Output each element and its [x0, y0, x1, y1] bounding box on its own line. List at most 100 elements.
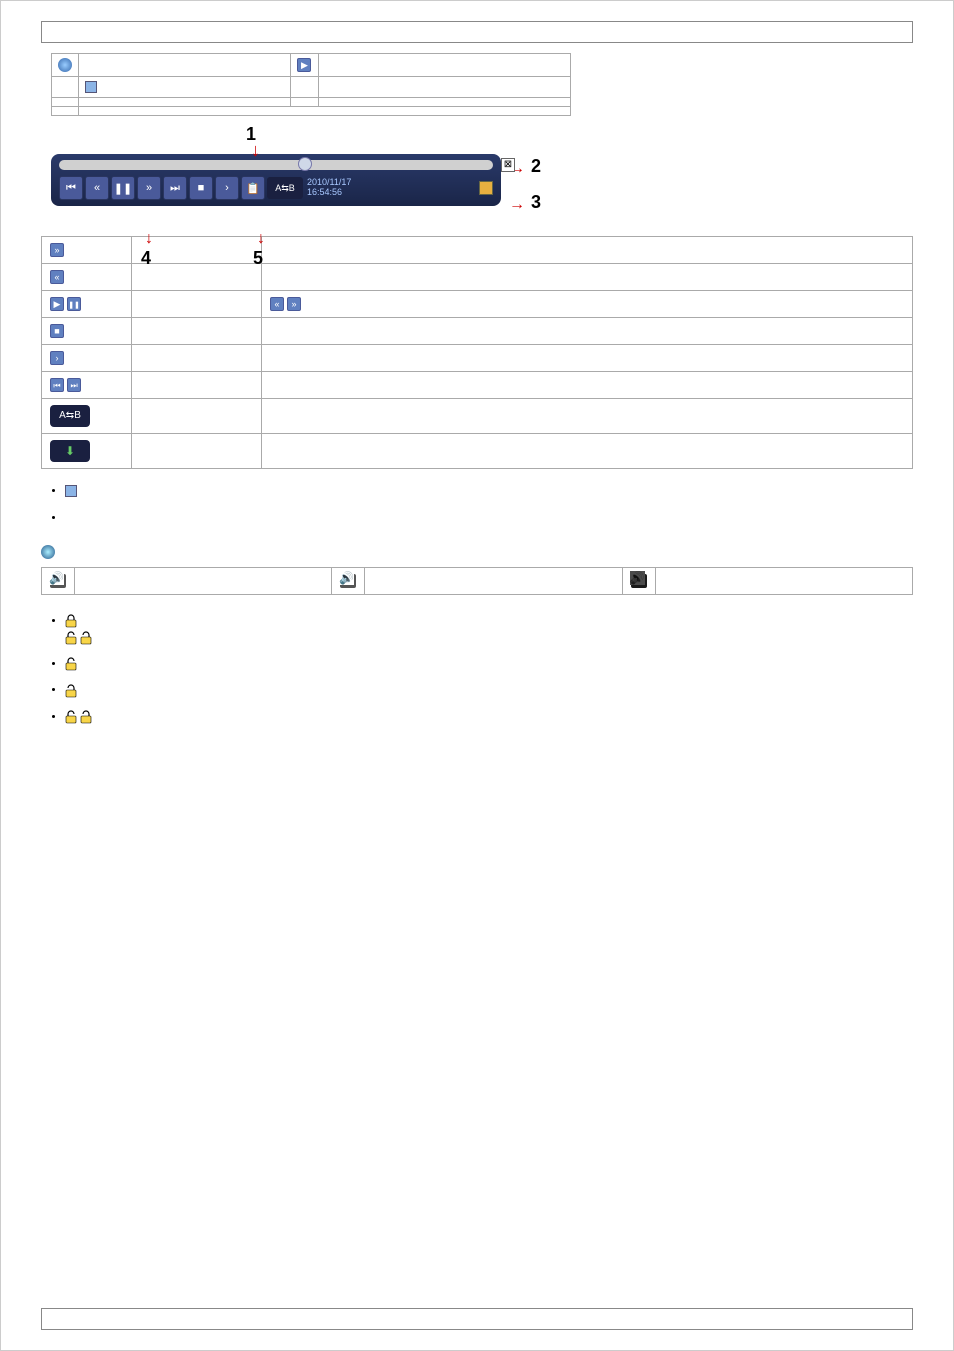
- table-cell: [79, 77, 291, 98]
- step-icon: [50, 351, 64, 365]
- pause-button[interactable]: ❚❚: [111, 176, 135, 200]
- table-cell: [42, 291, 132, 318]
- globe-icon: [41, 545, 55, 559]
- table-row: [42, 291, 913, 318]
- audio-table: [41, 567, 913, 595]
- table-cell: [132, 434, 262, 469]
- list-item: [65, 656, 913, 673]
- speaker-on-icon: [50, 574, 66, 588]
- table-cell: [262, 399, 913, 434]
- table-cell: [655, 567, 912, 594]
- table-row: [42, 345, 913, 372]
- table-cell: [42, 264, 132, 291]
- ab-repeat-button[interactable]: A⇆B: [267, 177, 303, 199]
- lock-closed-icon: [65, 614, 77, 628]
- seek-thumb[interactable]: [298, 157, 312, 171]
- table-cell: [365, 567, 622, 594]
- arrow-icon: ↓: [145, 230, 153, 248]
- table-cell: [42, 345, 132, 372]
- table-cell: ⬇: [42, 434, 132, 469]
- table-cell: [262, 264, 913, 291]
- table-cell: [42, 237, 132, 264]
- list-item: [65, 483, 913, 500]
- table-cell: [132, 318, 262, 345]
- timestamp-time: 16:54:56: [307, 188, 351, 198]
- close-icon[interactable]: ⊠: [501, 158, 515, 172]
- timestamp-display: 2010/11/17 16:54:56: [307, 178, 351, 198]
- clipboard-button[interactable]: 📋: [241, 176, 265, 200]
- table-cell: [332, 567, 365, 594]
- table-cell: [132, 399, 262, 434]
- speaker-on-icon: [340, 574, 356, 588]
- section-heading: [41, 544, 913, 559]
- table-cell: [75, 567, 332, 594]
- arrow-icon: ↓: [257, 230, 265, 248]
- table-cell: [52, 107, 79, 116]
- table-cell: [262, 345, 913, 372]
- table-cell: [262, 434, 913, 469]
- lock-icon: [80, 710, 92, 724]
- lock-icon: [65, 684, 77, 698]
- notes-list: [65, 483, 913, 526]
- callout-label-5: 5: [253, 248, 263, 269]
- lock-open-icon: [65, 657, 77, 671]
- list-item: [65, 613, 913, 646]
- table-row: ⬇: [42, 434, 913, 469]
- lock-notes-list: [65, 613, 913, 726]
- playback-bar-figure: 1 ↓ 2 → 3 → 4 ↓ 5 ↓ ⊠ ⏮ « ❚❚ » ⏭ ■ › 📋 A…: [51, 136, 551, 206]
- square-icon: [85, 81, 97, 93]
- footer-box: [41, 1308, 913, 1330]
- table-cell: A⇆B: [42, 399, 132, 434]
- table-cell: [52, 54, 79, 77]
- table-cell: [262, 291, 913, 318]
- table-cell: [318, 77, 570, 98]
- next-button[interactable]: ⏭: [163, 176, 187, 200]
- record-indicator: [479, 181, 493, 195]
- download-icon: ⬇: [50, 440, 90, 462]
- stop-button[interactable]: ■: [189, 176, 213, 200]
- dot-icon: [58, 58, 72, 72]
- arrow-icon: ↓: [251, 140, 260, 161]
- square-icon: [65, 485, 77, 497]
- table-cell: [79, 98, 291, 107]
- rewind-icon: [50, 270, 64, 284]
- rewind-icon: [270, 297, 284, 311]
- ab-repeat-icon: A⇆B: [50, 405, 90, 427]
- stop-icon: [50, 324, 64, 338]
- table-cell: [622, 567, 655, 594]
- table-cell: [42, 372, 132, 399]
- table-cell: [262, 318, 913, 345]
- rewind-button[interactable]: «: [85, 176, 109, 200]
- step-button[interactable]: ›: [215, 176, 239, 200]
- arrow-icon: →: [509, 196, 525, 214]
- table-cell: [42, 567, 75, 594]
- speaker-off-icon: [631, 574, 647, 588]
- table-cell: [42, 318, 132, 345]
- list-item: [65, 709, 913, 726]
- table-cell: [291, 77, 318, 98]
- table-cell: [318, 54, 570, 77]
- lock-open-icon: [65, 631, 77, 645]
- fast-forward-button[interactable]: »: [137, 176, 161, 200]
- lock-icon: [80, 631, 92, 645]
- fast-forward-icon: [287, 297, 301, 311]
- table-cell: [291, 98, 318, 107]
- table-cell: [291, 54, 318, 77]
- lock-open-icon: [65, 710, 77, 724]
- table-row: [42, 264, 913, 291]
- list-item: [65, 682, 913, 699]
- table-row: [42, 372, 913, 399]
- table-row: [42, 318, 913, 345]
- list-item: [65, 510, 913, 527]
- table-cell: [262, 237, 913, 264]
- table-row: [42, 567, 913, 594]
- table-cell: [52, 77, 79, 98]
- table-row: A⇆B: [42, 399, 913, 434]
- seek-track[interactable]: ⊠: [59, 160, 493, 170]
- callout-label-3: 3: [531, 192, 541, 213]
- callout-label-2: 2: [531, 156, 541, 177]
- table-cell: [262, 372, 913, 399]
- prev-button[interactable]: ⏮: [59, 176, 83, 200]
- playback-bar: ⊠ ⏮ « ❚❚ » ⏭ ■ › 📋 A⇆B 2010/11/17 16:54:…: [51, 154, 501, 206]
- play-icon: [297, 58, 311, 72]
